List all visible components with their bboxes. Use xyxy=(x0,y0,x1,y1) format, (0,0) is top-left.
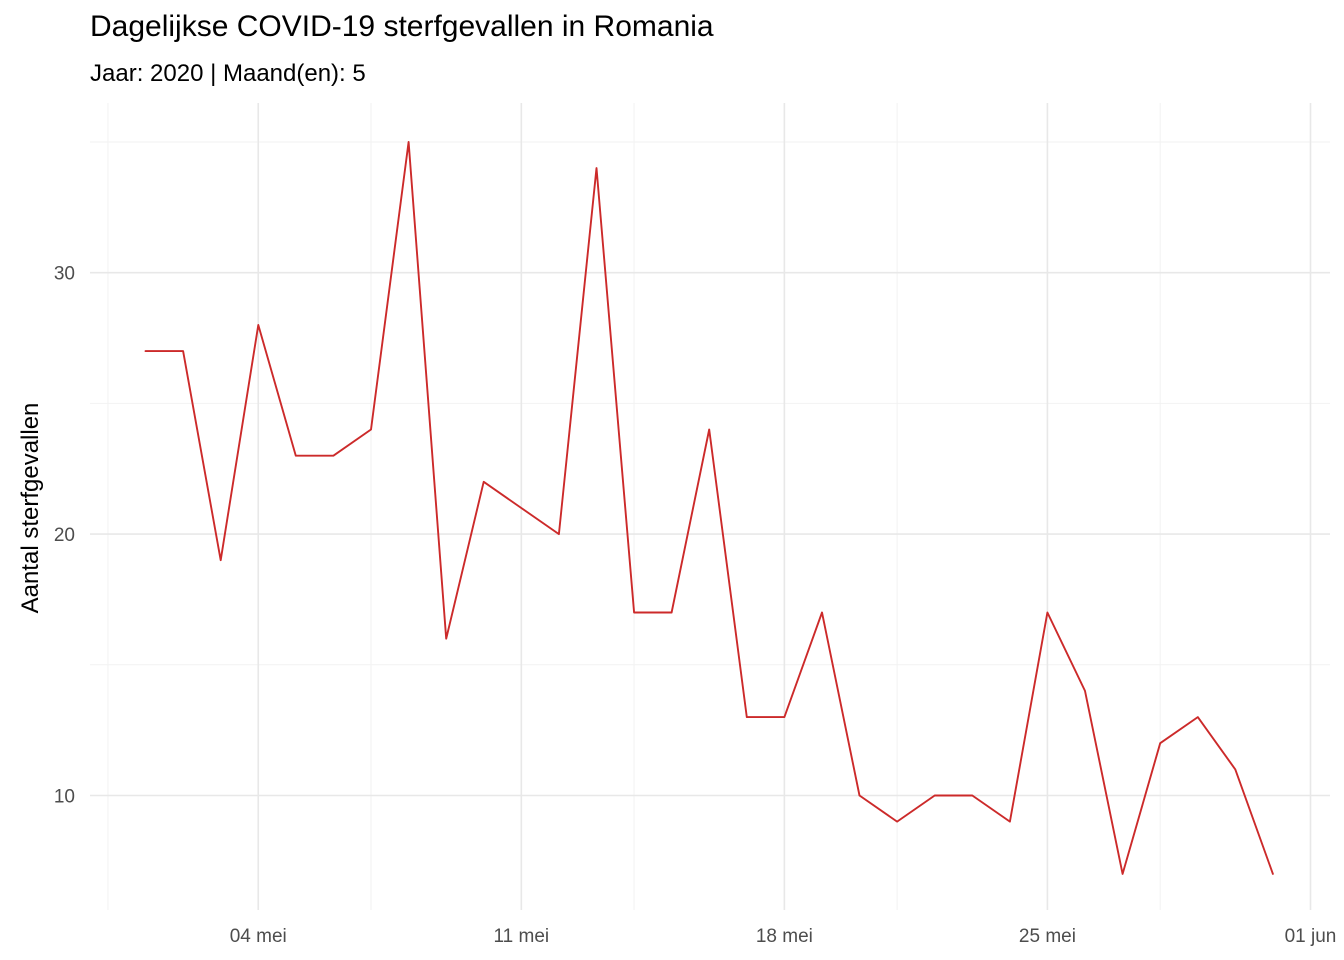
x-tick-label: 18 mei xyxy=(756,926,813,947)
minor-gridlines xyxy=(90,103,1330,910)
y-tick-label: 10 xyxy=(54,787,75,808)
x-tick-label: 25 mei xyxy=(1019,926,1076,947)
major-gridlines xyxy=(90,103,1330,910)
y-axis-tick-labels: 10 20 30 xyxy=(54,264,75,808)
y-tick-label: 30 xyxy=(54,264,75,285)
x-tick-label: 04 mei xyxy=(230,926,287,947)
x-axis-tick-labels: 04 mei 11 mei 18 mei 25 mei 01 jun xyxy=(230,926,1337,947)
series-lines xyxy=(144,141,1274,875)
y-tick-label: 20 xyxy=(54,525,75,546)
x-tick-label: 01 jun xyxy=(1285,926,1337,947)
y-axis-title: Aantal sterfgevallen xyxy=(17,403,44,614)
chart-title: Dagelijkse COVID-19 sterfgevallen in Rom… xyxy=(90,10,714,43)
chart-subtitle: Jaar: 2020 | Maand(en): 5 xyxy=(90,60,366,87)
series-line-1 xyxy=(144,141,1274,875)
x-tick-label: 11 mei xyxy=(494,926,550,947)
